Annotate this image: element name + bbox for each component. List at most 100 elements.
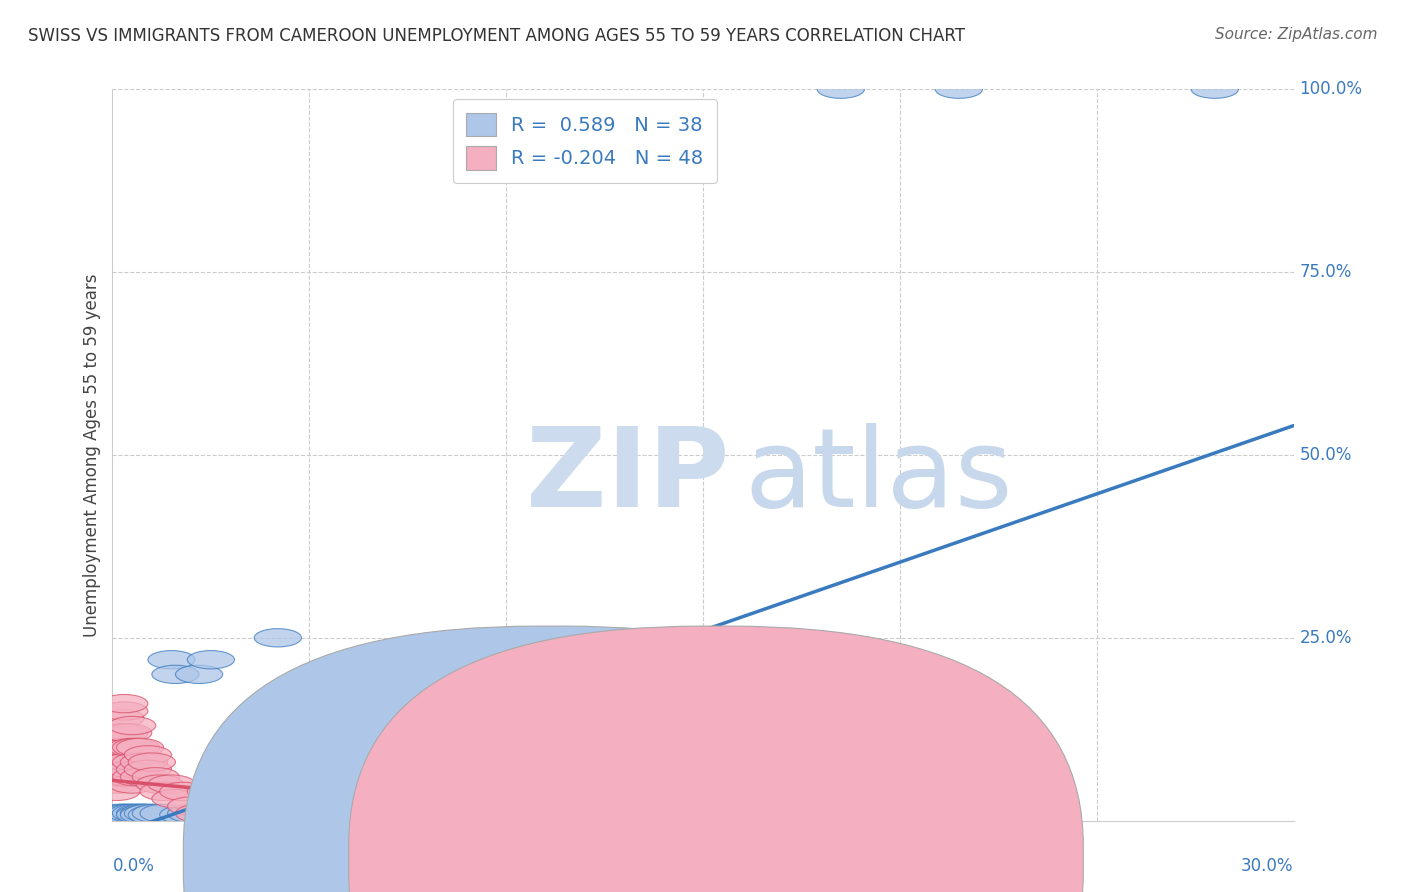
Ellipse shape [108,760,156,779]
Ellipse shape [97,808,143,826]
Text: 25.0%: 25.0% [1299,629,1353,647]
Ellipse shape [167,797,215,815]
Ellipse shape [219,805,266,822]
Ellipse shape [128,753,176,772]
Ellipse shape [112,805,160,822]
Ellipse shape [104,723,152,742]
Ellipse shape [141,782,187,800]
Ellipse shape [97,805,143,822]
Ellipse shape [101,805,148,822]
Ellipse shape [112,739,160,756]
Ellipse shape [101,753,148,772]
Ellipse shape [246,805,294,822]
Ellipse shape [132,768,180,786]
Ellipse shape [254,629,301,647]
Ellipse shape [97,709,143,727]
Ellipse shape [108,805,156,822]
Ellipse shape [112,768,160,786]
Ellipse shape [797,805,845,822]
Ellipse shape [207,805,254,822]
Ellipse shape [121,768,167,786]
Ellipse shape [117,805,163,822]
Ellipse shape [160,805,207,824]
Ellipse shape [187,650,235,669]
Ellipse shape [101,739,148,756]
Text: 100.0%: 100.0% [1299,80,1362,98]
Text: Immigrants from Cameroon: Immigrants from Cameroon [734,850,963,869]
Ellipse shape [97,768,143,786]
Ellipse shape [364,805,412,824]
Ellipse shape [152,665,200,683]
Ellipse shape [124,760,172,779]
Ellipse shape [935,80,983,98]
Ellipse shape [117,805,163,824]
Ellipse shape [104,805,152,822]
Ellipse shape [117,760,163,779]
Ellipse shape [112,753,160,772]
Ellipse shape [93,775,141,793]
Ellipse shape [187,782,235,800]
Text: 0.0%: 0.0% [112,857,155,875]
Ellipse shape [97,723,143,742]
Ellipse shape [104,753,152,772]
Ellipse shape [141,805,187,822]
Text: atlas: atlas [744,424,1012,531]
Ellipse shape [195,805,242,824]
Ellipse shape [215,789,262,808]
Ellipse shape [108,775,156,793]
Ellipse shape [117,739,163,756]
Text: 50.0%: 50.0% [1299,446,1351,464]
Ellipse shape [167,805,215,822]
Text: 30.0%: 30.0% [1241,857,1294,875]
Ellipse shape [101,723,148,742]
Ellipse shape [93,739,141,756]
Text: 75.0%: 75.0% [1299,263,1351,281]
Ellipse shape [93,753,141,772]
Ellipse shape [101,695,148,713]
FancyBboxPatch shape [349,626,1083,892]
Ellipse shape [404,805,451,822]
Ellipse shape [443,760,491,779]
Ellipse shape [128,805,176,824]
Ellipse shape [124,805,172,822]
Ellipse shape [101,768,148,786]
Ellipse shape [239,805,285,824]
Ellipse shape [148,650,195,669]
Ellipse shape [121,805,167,822]
Ellipse shape [305,805,353,822]
Ellipse shape [136,775,183,793]
Ellipse shape [93,808,141,826]
Ellipse shape [1191,80,1239,98]
Ellipse shape [148,775,195,793]
Ellipse shape [124,746,172,764]
Text: Source: ZipAtlas.com: Source: ZipAtlas.com [1215,27,1378,42]
Ellipse shape [679,775,727,793]
Ellipse shape [817,80,865,98]
Ellipse shape [101,808,148,826]
Ellipse shape [160,782,207,800]
Ellipse shape [108,739,156,756]
Ellipse shape [101,702,148,720]
Legend: R =  0.589   N = 38, R = -0.204   N = 48: R = 0.589 N = 38, R = -0.204 N = 48 [453,99,717,184]
Ellipse shape [121,805,167,824]
Ellipse shape [104,805,152,824]
Ellipse shape [200,797,246,815]
Text: Swiss: Swiss [568,850,614,869]
Ellipse shape [176,665,222,683]
Ellipse shape [104,739,152,756]
Ellipse shape [152,789,200,808]
Ellipse shape [305,805,353,822]
Ellipse shape [97,753,143,772]
Ellipse shape [108,808,156,826]
Ellipse shape [104,768,152,786]
Ellipse shape [101,805,148,824]
Y-axis label: Unemployment Among Ages 55 to 59 years: Unemployment Among Ages 55 to 59 years [83,273,101,637]
Ellipse shape [176,805,222,822]
Ellipse shape [522,709,569,727]
Text: ZIP: ZIP [526,424,730,531]
Text: SWISS VS IMMIGRANTS FROM CAMEROON UNEMPLOYMENT AMONG AGES 55 TO 59 YEARS CORRELA: SWISS VS IMMIGRANTS FROM CAMEROON UNEMPL… [28,27,965,45]
Ellipse shape [93,782,141,800]
Ellipse shape [108,716,156,735]
Ellipse shape [121,753,167,772]
Ellipse shape [132,805,180,822]
